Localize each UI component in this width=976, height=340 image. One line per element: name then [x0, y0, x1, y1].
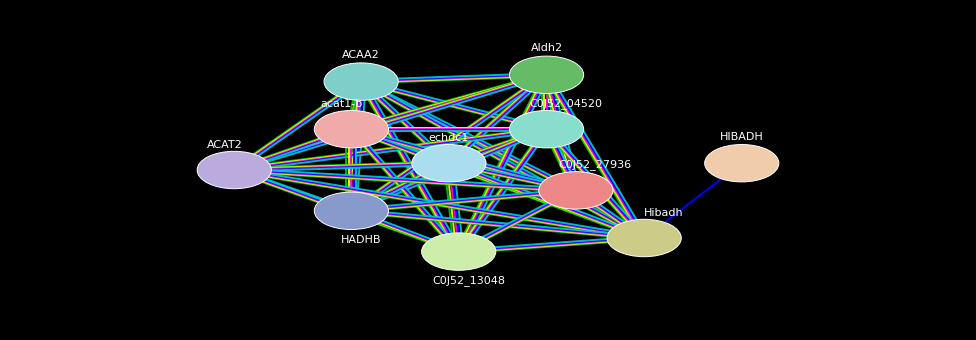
Ellipse shape [314, 192, 388, 230]
Text: C0J52_04520: C0J52_04520 [530, 98, 602, 109]
Text: HIBADH: HIBADH [720, 132, 763, 142]
Ellipse shape [509, 56, 584, 94]
Ellipse shape [705, 144, 779, 182]
Ellipse shape [607, 219, 681, 257]
Text: acat1-b: acat1-b [320, 99, 363, 109]
Text: Hibadh: Hibadh [644, 208, 683, 218]
Ellipse shape [412, 144, 486, 182]
Ellipse shape [324, 63, 398, 100]
Ellipse shape [197, 151, 271, 189]
Text: ACAA2: ACAA2 [343, 50, 380, 59]
Ellipse shape [422, 233, 496, 270]
Text: Aldh2: Aldh2 [531, 43, 562, 53]
Ellipse shape [314, 110, 388, 148]
Text: C0J52_13048: C0J52_13048 [432, 275, 505, 286]
Text: HADHB: HADHB [341, 235, 382, 244]
Text: ACAT2: ACAT2 [207, 140, 242, 150]
Ellipse shape [509, 110, 584, 148]
Text: C0J52_27936: C0J52_27936 [559, 159, 631, 170]
Ellipse shape [539, 172, 613, 209]
Text: echdc1: echdc1 [428, 133, 469, 143]
